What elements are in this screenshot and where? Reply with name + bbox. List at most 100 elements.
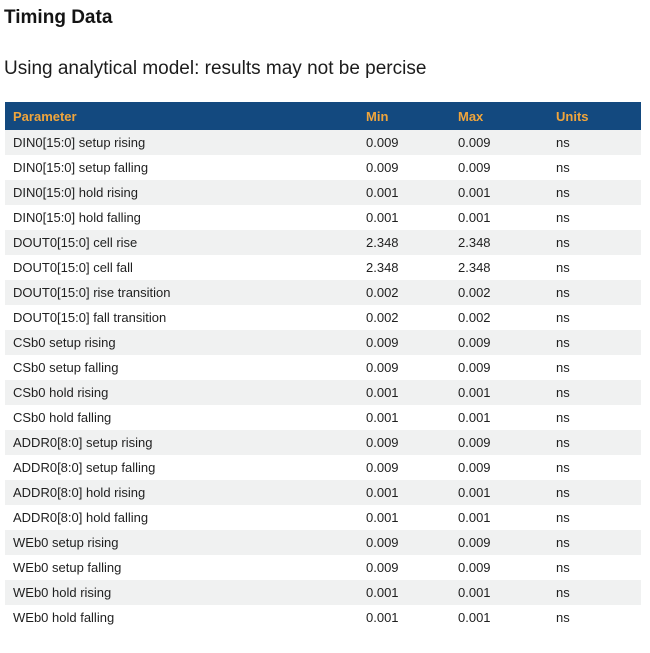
cell-min: 0.009 <box>358 130 450 155</box>
cell-max: 0.002 <box>450 305 548 330</box>
cell-units: ns <box>548 280 641 305</box>
cell-max: 0.009 <box>450 330 548 355</box>
cell-max: 0.001 <box>450 380 548 405</box>
table-row: DOUT0[15:0] rise transition 0.002 0.002 … <box>5 280 641 305</box>
cell-parameter: ADDR0[8:0] hold rising <box>5 480 358 505</box>
cell-min: 0.001 <box>358 180 450 205</box>
table-row: WEb0 hold rising 0.001 0.001 ns <box>5 580 641 605</box>
cell-parameter: WEb0 hold rising <box>5 580 358 605</box>
cell-min: 0.002 <box>358 280 450 305</box>
cell-max: 0.009 <box>450 155 548 180</box>
cell-min: 0.009 <box>358 555 450 580</box>
cell-parameter: WEb0 setup falling <box>5 555 358 580</box>
cell-units: ns <box>548 355 641 380</box>
cell-units: ns <box>548 180 641 205</box>
column-header-parameter: Parameter <box>5 102 358 130</box>
cell-min: 0.001 <box>358 580 450 605</box>
cell-units: ns <box>548 480 641 505</box>
cell-min: 0.009 <box>358 530 450 555</box>
cell-units: ns <box>548 455 641 480</box>
cell-parameter: ADDR0[8:0] hold falling <box>5 505 358 530</box>
table-row: WEb0 setup falling 0.009 0.009 ns <box>5 555 641 580</box>
cell-units: ns <box>548 405 641 430</box>
cell-max: 0.001 <box>450 405 548 430</box>
table-row: DOUT0[15:0] cell rise 2.348 2.348 ns <box>5 230 641 255</box>
page-title: Timing Data <box>4 7 113 28</box>
cell-parameter: CSb0 hold falling <box>5 405 358 430</box>
column-header-units: Units <box>548 102 641 130</box>
cell-max: 0.001 <box>450 480 548 505</box>
cell-min: 0.001 <box>358 405 450 430</box>
cell-parameter: DIN0[15:0] setup falling <box>5 155 358 180</box>
table-row: CSb0 hold falling 0.001 0.001 ns <box>5 405 641 430</box>
table-row: DIN0[15:0] hold rising 0.001 0.001 ns <box>5 180 641 205</box>
cell-parameter: WEb0 hold falling <box>5 605 358 630</box>
cell-min: 0.001 <box>358 205 450 230</box>
cell-max: 0.009 <box>450 455 548 480</box>
cell-parameter: DOUT0[15:0] fall transition <box>5 305 358 330</box>
cell-min: 0.001 <box>358 605 450 630</box>
cell-parameter: DIN0[15:0] setup rising <box>5 130 358 155</box>
column-header-min: Min <box>358 102 450 130</box>
cell-min: 0.001 <box>358 380 450 405</box>
cell-units: ns <box>548 130 641 155</box>
timing-data-table: Parameter Min Max Units DIN0[15:0] setup… <box>5 102 641 630</box>
cell-units: ns <box>548 255 641 280</box>
cell-max: 0.001 <box>450 180 548 205</box>
column-header-max: Max <box>450 102 548 130</box>
table-row: ADDR0[8:0] hold rising 0.001 0.001 ns <box>5 480 641 505</box>
cell-max: 0.001 <box>450 580 548 605</box>
cell-parameter: ADDR0[8:0] setup rising <box>5 430 358 455</box>
cell-parameter: CSb0 setup falling <box>5 355 358 380</box>
table-row: ADDR0[8:0] setup falling 0.009 0.009 ns <box>5 455 641 480</box>
table-row: DIN0[15:0] setup rising 0.009 0.009 ns <box>5 130 641 155</box>
cell-max: 0.009 <box>450 130 548 155</box>
cell-min: 0.009 <box>358 155 450 180</box>
table-row: DIN0[15:0] hold falling 0.001 0.001 ns <box>5 205 641 230</box>
cell-units: ns <box>548 605 641 630</box>
cell-parameter: DIN0[15:0] hold rising <box>5 180 358 205</box>
cell-units: ns <box>548 330 641 355</box>
cell-min: 2.348 <box>358 255 450 280</box>
cell-units: ns <box>548 205 641 230</box>
cell-parameter: ADDR0[8:0] setup falling <box>5 455 358 480</box>
cell-max: 2.348 <box>450 255 548 280</box>
cell-units: ns <box>548 530 641 555</box>
cell-min: 0.002 <box>358 305 450 330</box>
cell-units: ns <box>548 305 641 330</box>
cell-units: ns <box>548 430 641 455</box>
cell-parameter: CSb0 hold rising <box>5 380 358 405</box>
cell-parameter: DOUT0[15:0] cell fall <box>5 255 358 280</box>
table-row: CSb0 setup falling 0.009 0.009 ns <box>5 355 641 380</box>
table-row: ADDR0[8:0] setup rising 0.009 0.009 ns <box>5 430 641 455</box>
table-row: CSb0 hold rising 0.001 0.001 ns <box>5 380 641 405</box>
page-subtitle: Using analytical model: results may not … <box>4 58 427 79</box>
cell-parameter: DOUT0[15:0] rise transition <box>5 280 358 305</box>
cell-max: 0.001 <box>450 505 548 530</box>
cell-parameter: CSb0 setup rising <box>5 330 358 355</box>
cell-max: 0.001 <box>450 605 548 630</box>
cell-max: 0.001 <box>450 205 548 230</box>
cell-min: 0.009 <box>358 455 450 480</box>
cell-units: ns <box>548 380 641 405</box>
cell-units: ns <box>548 505 641 530</box>
cell-units: ns <box>548 155 641 180</box>
table-row: CSb0 setup rising 0.009 0.009 ns <box>5 330 641 355</box>
cell-max: 2.348 <box>450 230 548 255</box>
cell-parameter: DIN0[15:0] hold falling <box>5 205 358 230</box>
cell-max: 0.009 <box>450 430 548 455</box>
cell-min: 0.009 <box>358 330 450 355</box>
cell-min: 0.001 <box>358 505 450 530</box>
table-row: DOUT0[15:0] cell fall 2.348 2.348 ns <box>5 255 641 280</box>
cell-min: 0.001 <box>358 480 450 505</box>
cell-units: ns <box>548 580 641 605</box>
cell-max: 0.002 <box>450 280 548 305</box>
timing-report-page: Timing Data Using analytical model: resu… <box>0 7 650 630</box>
cell-max: 0.009 <box>450 355 548 380</box>
cell-min: 0.009 <box>358 430 450 455</box>
table-row: DOUT0[15:0] fall transition 0.002 0.002 … <box>5 305 641 330</box>
cell-units: ns <box>548 230 641 255</box>
cell-units: ns <box>548 555 641 580</box>
cell-min: 2.348 <box>358 230 450 255</box>
table-row: DIN0[15:0] setup falling 0.009 0.009 ns <box>5 155 641 180</box>
